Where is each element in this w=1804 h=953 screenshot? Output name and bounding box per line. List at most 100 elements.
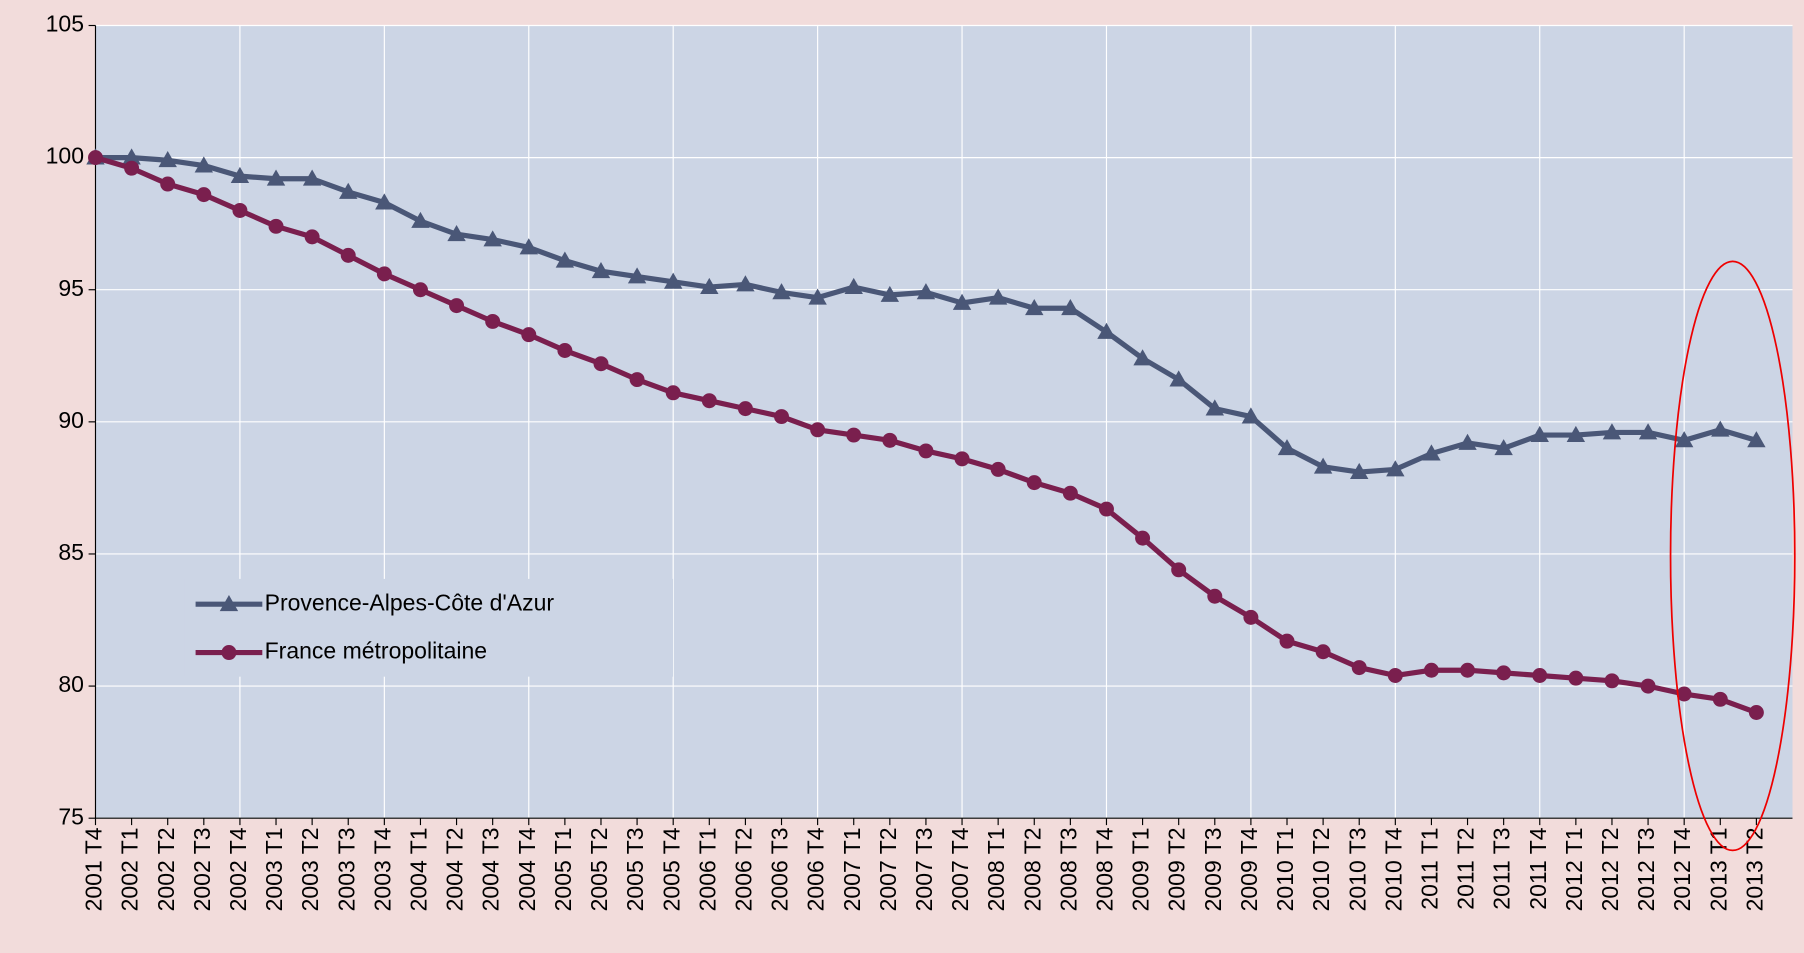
x-tick-label: 2001 T4 [81, 827, 107, 911]
point [1386, 460, 1405, 477]
point [1460, 662, 1476, 678]
x-tick-label: 2008 T3 [1055, 827, 1081, 911]
point [1640, 678, 1656, 694]
x-tick-label: 2002 T3 [189, 827, 215, 911]
point [1496, 665, 1512, 681]
point [232, 202, 248, 218]
point [1205, 399, 1224, 416]
point [1026, 475, 1042, 491]
point [1025, 299, 1044, 316]
point [593, 356, 609, 372]
point [591, 262, 611, 279]
x-tick-label: 2010 T2 [1308, 827, 1334, 911]
x-tick-label: 2007 T1 [839, 827, 865, 911]
x-tick-label: 2009 T3 [1200, 827, 1226, 911]
point [880, 285, 900, 302]
point [1494, 439, 1513, 456]
x-tick-label: 2012 T1 [1561, 827, 1587, 911]
point [665, 385, 681, 401]
x-tick-label: 2012 T4 [1669, 827, 1695, 911]
x-tick-label: 2006 T4 [803, 827, 829, 911]
point [557, 343, 573, 358]
point [485, 313, 501, 329]
point [990, 461, 1006, 477]
point [412, 282, 428, 298]
x-tick-label: 2011 T1 [1417, 827, 1443, 909]
point [519, 238, 538, 255]
point [555, 251, 575, 268]
point [1530, 425, 1549, 442]
legend-label: France métropolitaine [265, 638, 487, 664]
x-tick-label: 2005 T3 [622, 827, 648, 911]
x-tick-label: 2011 T4 [1525, 827, 1551, 909]
x-tick-label: 2007 T2 [875, 827, 901, 911]
point [1241, 407, 1261, 424]
point [700, 277, 719, 294]
point [88, 150, 103, 166]
point [1062, 485, 1078, 501]
legend: Provence-Alpes-Côte d'Azur France métropo… [184, 578, 674, 677]
x-tick-label: 2006 T2 [730, 827, 756, 911]
y-tick-label: 80 [58, 671, 84, 697]
point [1674, 431, 1694, 448]
point [376, 266, 392, 282]
x-tick-label: 2013 T2 [1741, 827, 1767, 911]
x-tick-label: 2004 T4 [514, 827, 540, 911]
point [1712, 691, 1728, 707]
point [772, 283, 791, 300]
x-tick-label: 2007 T3 [911, 827, 937, 911]
point [1458, 433, 1477, 450]
point [196, 187, 212, 203]
point [629, 372, 645, 388]
point [918, 443, 934, 459]
x-tick-label: 2009 T2 [1164, 827, 1190, 911]
point [846, 427, 862, 443]
point [1747, 431, 1766, 448]
x-tick-label: 2002 T2 [153, 827, 179, 911]
point [701, 393, 717, 409]
x-tick-label: 2008 T4 [1092, 827, 1118, 911]
point [268, 218, 284, 234]
point [1061, 299, 1080, 316]
point [1568, 670, 1584, 686]
point [221, 645, 237, 661]
x-tick-label: 2008 T1 [983, 827, 1009, 911]
point [1169, 370, 1188, 387]
point [375, 193, 394, 210]
x-tick-label: 2011 T3 [1489, 827, 1515, 909]
x-tick-label: 2002 T1 [117, 827, 143, 911]
x-tick-label: 2006 T3 [767, 827, 793, 911]
point [340, 247, 356, 263]
legend-box [184, 578, 674, 677]
point [1422, 444, 1441, 461]
point [302, 169, 322, 186]
y-tick-label: 105 [46, 11, 84, 37]
point [1532, 668, 1548, 683]
point [1423, 662, 1439, 678]
x-tick-label: 2003 T4 [369, 827, 395, 911]
x-tick-label: 2006 T1 [694, 827, 720, 911]
point [916, 283, 936, 300]
point [844, 277, 863, 294]
point [1279, 633, 1295, 649]
x-tick-label: 2011 T2 [1453, 827, 1479, 909]
x-tick-label: 2013 T1 [1705, 827, 1731, 911]
legend-label: Provence-Alpes-Côte d'Azur [265, 589, 555, 615]
point [1387, 668, 1403, 683]
x-tick-label: 2009 T4 [1236, 827, 1262, 911]
point [339, 182, 358, 199]
x-tick-label: 2010 T4 [1380, 827, 1406, 911]
point [1097, 322, 1116, 339]
point [194, 156, 214, 173]
y-tick-label: 100 [46, 143, 84, 169]
point [447, 225, 466, 242]
x-tick-label: 2005 T1 [550, 827, 576, 911]
point [230, 166, 250, 184]
point [1566, 425, 1586, 442]
point [1711, 420, 1730, 437]
x-tick-label: 2004 T3 [478, 827, 504, 911]
point [1243, 609, 1259, 625]
point [808, 288, 827, 305]
point [1171, 562, 1187, 578]
